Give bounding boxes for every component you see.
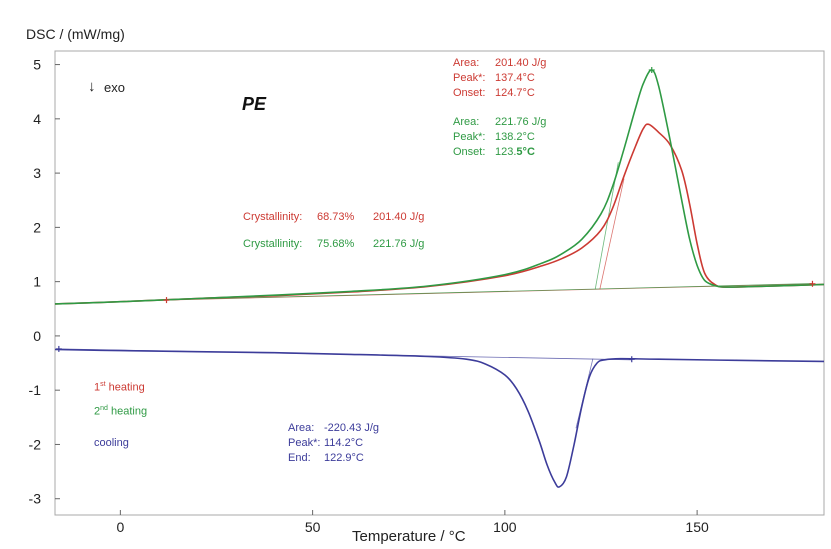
baseline-line bbox=[166, 283, 813, 301]
annotation-heating2: Area: 221.76 J/g Peak*: 138.2°C Onset: 123.… bbox=[453, 115, 546, 160]
point-marker bbox=[648, 66, 655, 73]
crystallinity-value: 68.73% bbox=[317, 211, 355, 223]
y-tick-label: 3 bbox=[33, 165, 41, 181]
area-value: -220.43 J/g bbox=[324, 422, 380, 434]
x-tick-label: 50 bbox=[305, 519, 321, 535]
series-line-heating1 bbox=[54, 123, 825, 305]
annotation-heating1: Area: 201.40 J/g Peak*: 137.4°C Onset: 124.… bbox=[453, 56, 546, 101]
legend-cooling: cooling bbox=[94, 437, 129, 449]
onset-tangent-line bbox=[599, 178, 625, 290]
end-value: 122.9°C bbox=[324, 452, 364, 464]
series-line-heating2 bbox=[54, 69, 825, 305]
crystallinity-enthalpy: 201.40 J/g bbox=[373, 211, 425, 223]
exo-label: exo bbox=[104, 80, 125, 95]
x-tick-label: 150 bbox=[685, 519, 709, 535]
area-label: Area: bbox=[453, 57, 480, 69]
area-value: 201.40 J/g bbox=[495, 57, 547, 69]
area-value: 221.76 J/g bbox=[495, 116, 547, 128]
y-tick-label: -1 bbox=[29, 382, 42, 398]
x-axis-title: Temperature / °C bbox=[352, 528, 466, 545]
peak-value: 137.4°C bbox=[495, 72, 535, 84]
y-tick-label: -2 bbox=[29, 436, 42, 452]
series-line-cooling bbox=[54, 348, 825, 488]
area-label: Area: bbox=[453, 116, 480, 128]
onset-label: Onset: bbox=[453, 146, 486, 158]
point-marker bbox=[55, 345, 62, 352]
onset-value: 123. bbox=[495, 146, 517, 158]
plot-frame bbox=[54, 50, 825, 516]
area-label: Area: bbox=[288, 422, 315, 434]
y-axis-title: DSC / (mW/mg) bbox=[26, 26, 125, 42]
point-marker bbox=[809, 280, 816, 287]
crystallinity-heating1: Crystallinity: 68.73% 201.40 J/g bbox=[243, 211, 424, 223]
peak-label: Peak*: bbox=[453, 131, 486, 143]
end-label: End: bbox=[288, 452, 311, 464]
x-tick-label: 0 bbox=[116, 519, 124, 535]
y-tick-label: 1 bbox=[33, 274, 41, 290]
peak-value: 138.2°C bbox=[495, 131, 535, 143]
legend-heating1: 1st heating bbox=[94, 381, 145, 394]
crystallinity-heating2: Crystallinity: 75.68% 221.76 J/g bbox=[243, 238, 424, 250]
point-marker bbox=[628, 356, 635, 363]
legend-heating2: 2nd heating bbox=[94, 405, 148, 418]
peak-label: Peak*: bbox=[288, 437, 321, 449]
x-tick-label: 100 bbox=[493, 519, 517, 535]
crystallinity-value: 75.68% bbox=[317, 238, 355, 250]
crystallinity-enthalpy: 221.76 J/g bbox=[373, 238, 425, 250]
crystallinity-label: Crystallinity: bbox=[243, 211, 303, 223]
annotation-cooling: Area: -220.43 J/g Peak*: 114.2°C End: 122.9… bbox=[288, 421, 379, 466]
y-tick-label: 4 bbox=[33, 111, 41, 127]
peak-value: 114.2°C bbox=[324, 437, 364, 449]
point-marker bbox=[163, 297, 170, 304]
sample-label: PE bbox=[242, 94, 267, 114]
onset-value: 124.7°C bbox=[495, 87, 535, 99]
y-tick-label: -3 bbox=[29, 491, 42, 507]
y-tick-label: 2 bbox=[33, 219, 41, 235]
exo-arrow-icon: ↓ bbox=[88, 78, 96, 95]
onset-label: Onset: bbox=[453, 87, 486, 99]
onset-value-bold: 5°C bbox=[516, 146, 535, 158]
peak-label: Peak*: bbox=[453, 72, 486, 84]
y-tick-label: 0 bbox=[33, 328, 41, 344]
y-tick-label: 5 bbox=[33, 57, 41, 73]
crystallinity-label: Crystallinity: bbox=[243, 238, 303, 250]
